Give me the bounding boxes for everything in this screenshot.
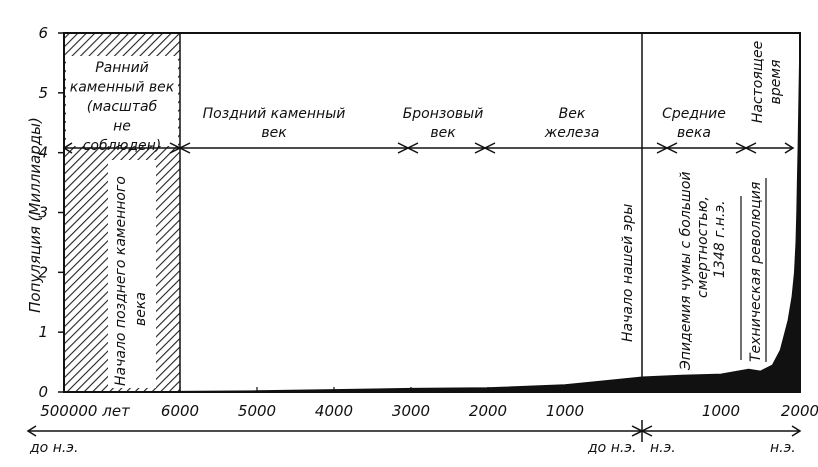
era-label-bc-left: до н.э.: [29, 440, 78, 456]
late-stone-age-start-line2: века: [133, 292, 149, 326]
period-label-line: век: [261, 125, 287, 141]
era-arrows: [26, 420, 802, 442]
y-tick-label: 5: [38, 84, 48, 102]
period-label-line: железа: [544, 125, 600, 141]
x-tick-label: 6000: [161, 402, 199, 420]
y-tick-label: 0: [38, 383, 48, 401]
industrial-annotation: Техническая революция: [748, 182, 764, 362]
period-label: Ранний каменный век (масштаб не соблюден): [70, 60, 175, 154]
period-label-line: каменный век: [70, 80, 175, 96]
x-tick-label: 500000 лет: [40, 402, 131, 420]
plague-line2: смертностью,: [695, 196, 711, 298]
x-tick-label: 4000: [315, 402, 353, 420]
x-tick-label: 2000: [781, 402, 818, 420]
y-tick-label: 2: [38, 263, 48, 281]
period-arrows: [62, 142, 795, 154]
period-label: Бронзовый век: [403, 106, 484, 141]
x-tick-label: 1000: [702, 402, 740, 420]
late-stone-age-start-box: [108, 160, 156, 388]
y-axis-label: Популяция (Миллиарды): [26, 117, 44, 313]
period-label-line: время: [768, 60, 784, 105]
period-label-line: соблюден): [83, 138, 162, 154]
period-label-line: Ранний: [95, 60, 149, 76]
y-tick-label: 4: [38, 144, 48, 162]
period-label-line: Средние: [662, 106, 726, 122]
period-label-line: Бронзовый: [403, 106, 484, 122]
period-label: Век железа: [544, 106, 600, 141]
era-label-bc-right: до н.э.: [587, 440, 636, 456]
y-tick-label: 6: [38, 24, 48, 42]
period-label-line: (масштаб: [87, 99, 158, 115]
period-label: Настоящее время: [750, 41, 784, 123]
era-start-annotation: Начало нашей эры: [620, 204, 636, 342]
x-axis: 500000 лет 6000 5000 4000 3000 2000 1000 1000 20…: [40, 387, 818, 420]
x-tick-label: 5000: [238, 402, 276, 420]
y-axis: 0 1 2 3 4 5 6 Популяция (Миллиарды): [26, 24, 64, 401]
x-tick-label: 2000: [469, 402, 507, 420]
period-label-line: век: [430, 125, 456, 141]
period-label-line: не: [113, 119, 131, 135]
period-labels: Ранний каменный век (масштаб не соблюден) Поз…: [70, 41, 784, 154]
period-label: Поздний каменный век: [203, 106, 346, 141]
y-tick-label: 1: [38, 323, 48, 341]
era-label-ad-left: н.э.: [650, 440, 676, 456]
plague-annotation: Эпидемия чумы с большой смертностью, 134…: [678, 167, 728, 371]
period-label-line: Настоящее: [750, 41, 766, 123]
annotations: Начало позднего каменного века Начало на…: [113, 167, 767, 386]
plague-line1: Эпидемия чумы с большой: [678, 172, 694, 372]
plague-line3: 1348 г.н.э.: [712, 200, 728, 278]
late-stone-age-start-line1: Начало позднего каменного: [113, 176, 129, 386]
x-tick-label: 3000: [392, 402, 430, 420]
late-stone-age-start-annotation: Начало позднего каменного века: [113, 172, 149, 386]
period-label-line: века: [677, 125, 711, 141]
period-label: Средние века: [662, 106, 726, 141]
early-stone-age-label-box: [66, 56, 178, 146]
x-tick-label: 1000: [546, 402, 584, 420]
period-label-line: Век: [559, 106, 586, 122]
period-label-line: Поздний каменный: [203, 106, 346, 122]
era-label-ad-right: н.э.: [770, 440, 796, 456]
y-tick-label: 3: [38, 204, 48, 222]
